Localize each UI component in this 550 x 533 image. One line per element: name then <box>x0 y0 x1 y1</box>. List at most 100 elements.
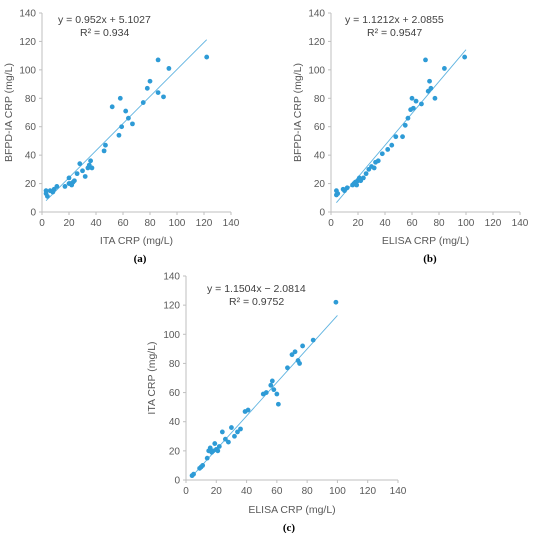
data-point <box>116 132 122 138</box>
data-point <box>292 349 298 355</box>
data-point <box>130 121 135 127</box>
panel-label: (b) <box>423 253 437 265</box>
y-tick-label: 60 <box>25 122 37 133</box>
data-point <box>285 365 290 371</box>
data-point <box>62 184 68 189</box>
y-tick-label: 120 <box>19 37 36 48</box>
data-point <box>212 441 218 446</box>
x-tick-label: 140 <box>512 218 529 229</box>
data-point <box>361 175 366 181</box>
scatter-panel-2: 0 20 40 60 80 100 120 140 0 20 40 60 80 100 120 140 ELIS… <box>292 9 529 266</box>
x-tick-label: 20 <box>352 218 364 229</box>
x-axis-title: ELISA CRP (mg/L) <box>382 235 469 247</box>
y-tick-label: 100 <box>308 65 325 76</box>
data-point <box>268 382 274 388</box>
y-tick-label: 80 <box>314 94 326 105</box>
x-tick-label: 20 <box>63 218 75 229</box>
data-point <box>74 171 80 177</box>
data-point <box>269 378 275 384</box>
data-point <box>432 95 438 101</box>
y-tick-label: 80 <box>25 94 37 105</box>
x-tick-label: 0 <box>39 218 45 229</box>
data-point <box>72 178 77 184</box>
linear-trendline <box>45 39 208 202</box>
data-point <box>204 54 210 60</box>
x-tick-label: 60 <box>406 218 418 229</box>
r-squared-value: R² = 0.934 <box>80 27 129 39</box>
data-point <box>103 142 108 148</box>
data-point <box>462 54 468 60</box>
data-point <box>428 85 434 91</box>
data-point <box>400 134 405 140</box>
x-tick-label: 140 <box>390 486 407 497</box>
data-point <box>423 57 428 63</box>
data-point <box>147 78 153 84</box>
data-point <box>333 299 339 305</box>
y-tick-label: 80 <box>169 359 181 370</box>
y-tick-label: 120 <box>163 301 180 312</box>
data-point <box>216 444 222 449</box>
data-point <box>219 429 225 435</box>
scatter-panel-1: 0 20 40 60 80 100 120 140 0 20 40 60 80 100 120 140 ITA … <box>3 9 240 266</box>
y-tick-label: 140 <box>163 272 180 283</box>
y-tick-label: 40 <box>169 417 181 428</box>
data-point <box>204 455 210 461</box>
data-point <box>123 108 129 114</box>
y-tick-label: 20 <box>169 446 181 457</box>
x-tick-label: 20 <box>211 486 223 497</box>
x-axis-title: ITA CRP (mg/L) <box>100 235 173 247</box>
data-point <box>363 171 369 177</box>
data-point <box>191 471 196 477</box>
data-point <box>409 95 415 101</box>
data-point <box>410 105 416 111</box>
data-point <box>335 191 341 196</box>
data-point <box>419 101 424 107</box>
data-point <box>89 165 95 171</box>
data-point <box>402 122 408 128</box>
data-point <box>235 429 240 435</box>
x-tick-label: 40 <box>90 218 102 229</box>
y-tick-label: 0 <box>30 208 36 219</box>
regression-equation: y = 1.1212x + 2.0855 <box>345 14 444 26</box>
x-tick-label: 140 <box>223 218 240 229</box>
data-point <box>232 433 237 439</box>
data-point <box>271 387 277 393</box>
y-tick-label: 20 <box>25 179 37 190</box>
y-tick-label: 120 <box>308 37 325 48</box>
data-point <box>161 94 166 100</box>
data-point <box>238 426 243 432</box>
x-tick-label: 40 <box>379 218 391 229</box>
y-tick-label: 100 <box>163 330 180 341</box>
data-point <box>289 352 295 358</box>
data-point <box>389 142 395 148</box>
data-point <box>101 148 107 154</box>
y-tick-label: 140 <box>308 9 325 20</box>
data-point <box>245 407 251 413</box>
data-point <box>80 168 85 174</box>
data-point <box>54 184 60 189</box>
y-tick-label: 20 <box>314 179 326 190</box>
data-point <box>413 98 419 104</box>
data-point <box>155 57 161 63</box>
data-point <box>155 90 161 95</box>
y-tick-label: 100 <box>19 65 36 76</box>
x-tick-label: 80 <box>433 218 445 229</box>
y-tick-label: 40 <box>314 151 326 162</box>
data-point <box>427 78 432 84</box>
x-tick-label: 100 <box>329 486 346 497</box>
data-point <box>77 161 83 167</box>
x-tick-label: 60 <box>117 218 129 229</box>
panel-label: (c) <box>283 522 296 533</box>
regression-equation: y = 0.952x + 5.1027 <box>58 14 151 26</box>
data-point <box>119 124 125 130</box>
data-point <box>144 85 150 91</box>
data-point <box>66 175 72 181</box>
data-point <box>371 165 377 171</box>
panel-label: (a) <box>134 253 147 265</box>
data-point <box>375 158 381 164</box>
x-tick-label: 60 <box>271 486 283 497</box>
y-axis-title: ITA CRP (mg/L) <box>146 341 158 414</box>
y-tick-label: 60 <box>169 388 181 399</box>
x-axis-title: ELISA CRP (mg/L) <box>248 504 335 516</box>
